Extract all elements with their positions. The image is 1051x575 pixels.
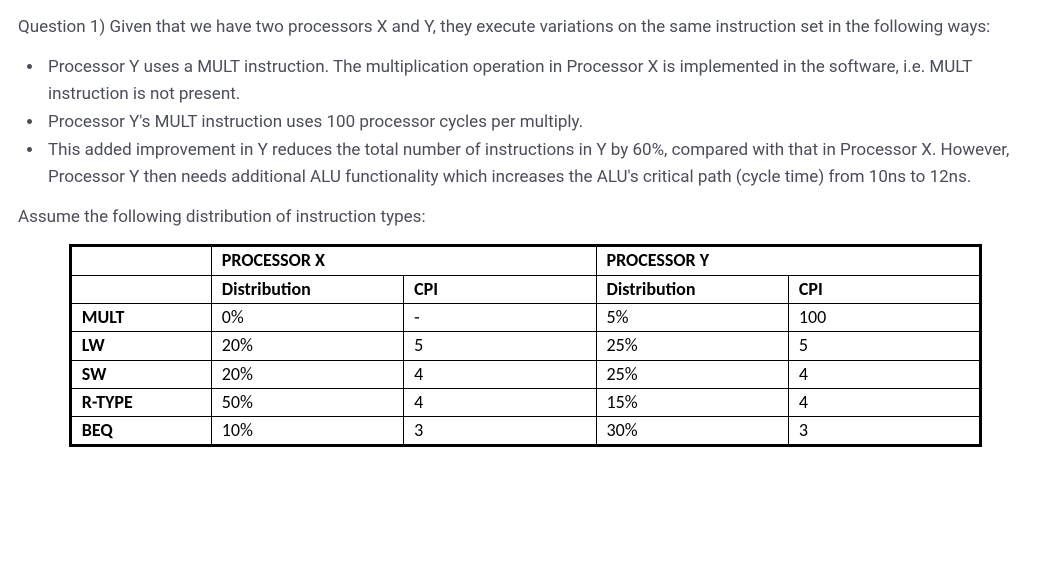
y-dist: 25%	[596, 332, 788, 360]
y-cpi: 3	[788, 417, 980, 446]
row-name: BEQ	[70, 417, 211, 446]
y-cpi: 4	[788, 388, 980, 416]
question-bullets: Processor Y uses a MULT instruction. The…	[18, 54, 1033, 190]
x-dist: 50%	[211, 388, 403, 416]
x-cpi: -	[404, 304, 596, 332]
y-dist: 30%	[596, 417, 788, 446]
y-dist: 15%	[596, 388, 788, 416]
question-intro: Question 1) Given that we have two proce…	[18, 14, 1033, 40]
x-cpi: 5	[404, 332, 596, 360]
x-dist: 20%	[211, 360, 403, 388]
assume-text: Assume the following distribution of ins…	[18, 204, 1033, 230]
table-row: SW 20% 4 25% 4	[70, 360, 981, 388]
y-dist: 5%	[596, 304, 788, 332]
bullet-item: This added improvement in Y reduces the …	[44, 137, 1033, 190]
table-row: BEQ 10% 3 30% 3	[70, 417, 981, 446]
processor-x-header: PROCESSOR X	[211, 246, 596, 275]
row-name: SW	[70, 360, 211, 388]
row-name: MULT	[70, 304, 211, 332]
y-cpi: 100	[788, 304, 980, 332]
processor-y-header: PROCESSOR Y	[596, 246, 981, 275]
x-cpi: 3	[404, 417, 596, 446]
row-name: R-TYPE	[70, 388, 211, 416]
blank-header	[70, 275, 211, 303]
x-cpi: 4	[404, 360, 596, 388]
x-dist: 0%	[211, 304, 403, 332]
y-dist: 25%	[596, 360, 788, 388]
table-row: R-TYPE 50% 4 15% 4	[70, 388, 981, 416]
table-row: MULT 0% - 5% 100	[70, 304, 981, 332]
row-name: LW	[70, 332, 211, 360]
dist-header-x: Distribution	[211, 275, 403, 303]
distribution-table: PROCESSOR X PROCESSOR Y Distribution CPI…	[69, 244, 983, 447]
cpi-header-y: CPI	[788, 275, 980, 303]
table-row: LW 20% 5 25% 5	[70, 332, 981, 360]
blank-header	[70, 246, 211, 275]
x-cpi: 4	[404, 388, 596, 416]
y-cpi: 5	[788, 332, 980, 360]
y-cpi: 4	[788, 360, 980, 388]
x-dist: 20%	[211, 332, 403, 360]
cpi-header-x: CPI	[404, 275, 596, 303]
dist-header-y: Distribution	[596, 275, 788, 303]
bullet-item: Processor Y uses a MULT instruction. The…	[44, 54, 1033, 107]
bullet-item: Processor Y's MULT instruction uses 100 …	[44, 109, 1033, 135]
x-dist: 10%	[211, 417, 403, 446]
